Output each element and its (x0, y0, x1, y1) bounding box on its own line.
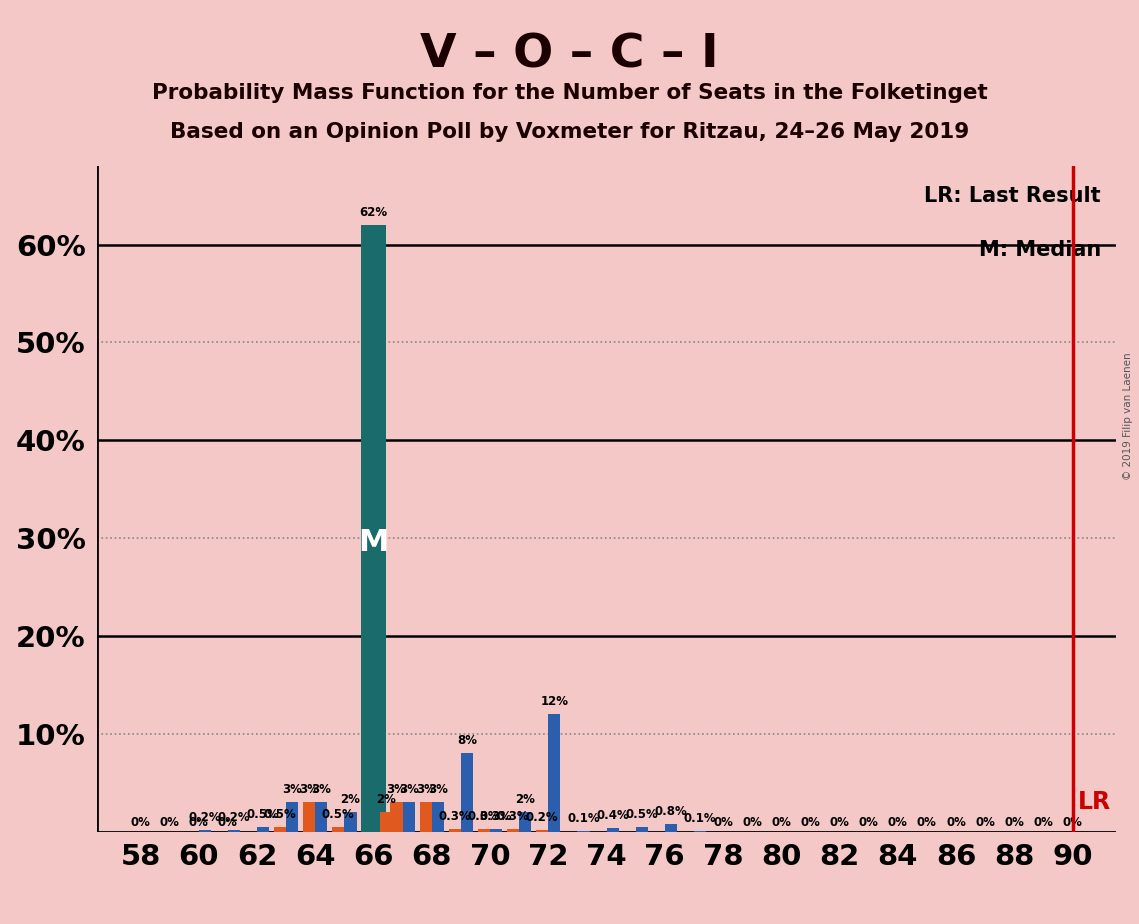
Text: 0%: 0% (829, 816, 850, 829)
Text: 0.5%: 0.5% (322, 808, 354, 821)
Text: 2%: 2% (341, 793, 360, 806)
Text: 0%: 0% (743, 816, 762, 829)
Text: 0.2%: 0.2% (189, 810, 221, 824)
Bar (536, 830, 548, 832)
Bar (228, 830, 240, 832)
Text: 3%: 3% (428, 784, 448, 796)
Text: 0%: 0% (975, 816, 995, 829)
Text: 0.3%: 0.3% (480, 809, 513, 822)
Bar (379, 812, 392, 832)
Bar (391, 802, 403, 832)
Text: 0%: 0% (947, 816, 966, 829)
Text: LR: LR (1079, 790, 1112, 814)
Bar (507, 829, 519, 832)
Text: Based on an Opinion Poll by Voxmeter for Ritzau, 24–26 May 2019: Based on an Opinion Poll by Voxmeter for… (170, 122, 969, 142)
Text: 0.5%: 0.5% (247, 808, 279, 821)
Text: 0%: 0% (1063, 816, 1082, 829)
Bar (577, 831, 590, 832)
Text: 0%: 0% (159, 816, 180, 829)
Text: 0.5%: 0.5% (263, 808, 296, 821)
Text: 0%: 0% (189, 816, 208, 829)
Bar (490, 829, 502, 832)
Text: 0.3%: 0.3% (497, 809, 530, 822)
Bar (273, 827, 286, 832)
Text: Probability Mass Function for the Number of Seats in the Folketinget: Probability Mass Function for the Number… (151, 83, 988, 103)
Bar (361, 225, 386, 832)
Text: 2%: 2% (376, 793, 395, 806)
Text: 0%: 0% (713, 816, 734, 829)
Text: 3%: 3% (311, 784, 331, 796)
Text: 0%: 0% (801, 816, 820, 829)
Text: M: M (359, 529, 388, 557)
Text: 0%: 0% (1033, 816, 1054, 829)
Text: 0.5%: 0.5% (625, 808, 658, 821)
Text: 12%: 12% (540, 696, 568, 709)
Text: 0%: 0% (887, 816, 908, 829)
Text: M: Median: M: Median (978, 239, 1101, 260)
Bar (432, 802, 444, 832)
Bar (449, 829, 461, 832)
Text: 0.1%: 0.1% (567, 812, 600, 825)
Text: © 2019 Filip van Laenen: © 2019 Filip van Laenen (1123, 352, 1133, 480)
Text: 2%: 2% (515, 793, 535, 806)
Text: 0%: 0% (771, 816, 792, 829)
Bar (333, 827, 344, 832)
Bar (344, 812, 357, 832)
Text: 0.2%: 0.2% (526, 810, 558, 824)
Text: 3%: 3% (386, 784, 407, 796)
Text: 0%: 0% (917, 816, 937, 829)
Text: 0.3%: 0.3% (468, 809, 500, 822)
Text: 0.4%: 0.4% (596, 808, 629, 821)
Bar (665, 824, 677, 832)
Text: 0%: 0% (218, 816, 238, 829)
Text: V – O – C – I: V – O – C – I (420, 32, 719, 78)
Text: 0.3%: 0.3% (439, 809, 472, 822)
Bar (286, 802, 298, 832)
Bar (316, 802, 328, 832)
Bar (198, 830, 211, 832)
Text: 8%: 8% (457, 735, 477, 748)
Bar (607, 828, 618, 832)
Text: 3%: 3% (282, 784, 302, 796)
Bar (548, 714, 560, 832)
Text: 0%: 0% (1005, 816, 1024, 829)
Text: 3%: 3% (399, 784, 419, 796)
Text: 3%: 3% (300, 784, 319, 796)
Bar (257, 827, 269, 832)
Text: 3%: 3% (416, 784, 435, 796)
Bar (519, 812, 532, 832)
Bar (477, 829, 490, 832)
Bar (694, 831, 706, 832)
Bar (419, 802, 432, 832)
Text: 0.8%: 0.8% (655, 805, 687, 818)
Text: 0.2%: 0.2% (218, 810, 251, 824)
Bar (636, 827, 648, 832)
Text: 0.1%: 0.1% (683, 812, 716, 825)
Bar (303, 802, 316, 832)
Text: LR: Last Result: LR: Last Result (925, 187, 1101, 206)
Text: 0%: 0% (859, 816, 878, 829)
Bar (461, 753, 473, 832)
Bar (403, 802, 415, 832)
Text: 0%: 0% (131, 816, 150, 829)
Text: 62%: 62% (360, 206, 387, 219)
